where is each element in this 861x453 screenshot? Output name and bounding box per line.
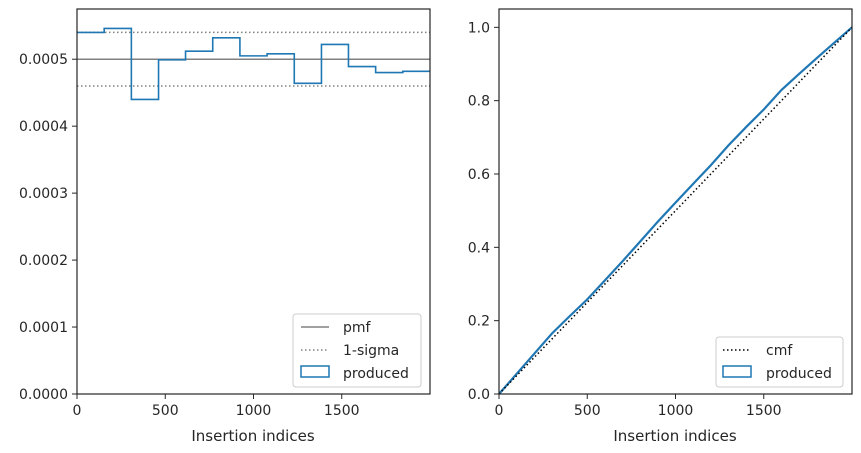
left-plot-area	[77, 27, 430, 101]
left-legend-box	[292, 313, 422, 388]
y-tick-label: 0.0000	[19, 387, 68, 403]
right-x-ticks: 0 500 1000 1500	[495, 394, 782, 419]
x-tick-label: 1500	[324, 403, 360, 419]
x-tick-label: 1500	[746, 403, 782, 419]
x-tick-label: 500	[152, 403, 179, 419]
x-tick-label: 1000	[236, 403, 272, 419]
y-tick-label: 0.0004	[19, 119, 68, 135]
left-legend: pmf 1-sigma produced	[292, 313, 422, 388]
legend-pmf-label: pmf	[343, 320, 372, 336]
legend-produced-swatch-right	[722, 365, 752, 378]
legend-produced-label-right: produced	[766, 366, 832, 382]
x-tick-label: 500	[574, 403, 601, 419]
x-tick-label: 0	[495, 403, 504, 419]
y-tick-label: 0.0	[468, 387, 490, 403]
y-tick-label: 0.2	[468, 314, 490, 330]
left-xlabel: Insertion indices	[191, 427, 314, 445]
chart-right: 0 500 1000 1500 0.0 0.2 0.4 0.6 0.8 1.0 Insertio…	[468, 8, 853, 445]
right-xlabel: Insertion indices	[613, 427, 736, 445]
y-tick-label: 0.0003	[19, 186, 68, 202]
x-tick-label: 1000	[658, 403, 694, 419]
x-tick-label: 0	[73, 403, 82, 419]
left-x-ticks: 0 500 1000 1500	[73, 394, 360, 419]
y-tick-label: 0.4	[468, 240, 490, 256]
legend-produced-swatch	[300, 365, 330, 378]
right-y-ticks: 0.0 0.2 0.4 0.6 0.8 1.0	[468, 20, 499, 403]
right-legend: cmf produced	[715, 336, 844, 388]
right-plot-area	[498, 26, 853, 395]
y-tick-label: 0.0005	[19, 52, 68, 68]
produced-step-line	[77, 27, 430, 101]
y-tick-label: 0.0002	[19, 253, 68, 269]
y-tick-label: 0.8	[468, 94, 490, 110]
produced-cdf-line	[498, 26, 853, 395]
y-tick-label: 0.6	[468, 167, 490, 183]
legend-produced-label: produced	[343, 366, 409, 382]
chart-left: 0 500 1000 1500 0.00000.00010.00020.00030.0…	[19, 8, 431, 445]
y-tick-label: 0.0001	[19, 320, 68, 336]
cmf-line	[498, 26, 853, 395]
legend-cmf-label: cmf	[766, 343, 793, 359]
y-tick-label: 1.0	[468, 20, 490, 36]
left-y-ticks: 0.0000 0.0001 0.0002 0.0003 0.0004 0.0005	[19, 52, 77, 403]
legend-1sigma-label: 1-sigma	[343, 343, 399, 359]
